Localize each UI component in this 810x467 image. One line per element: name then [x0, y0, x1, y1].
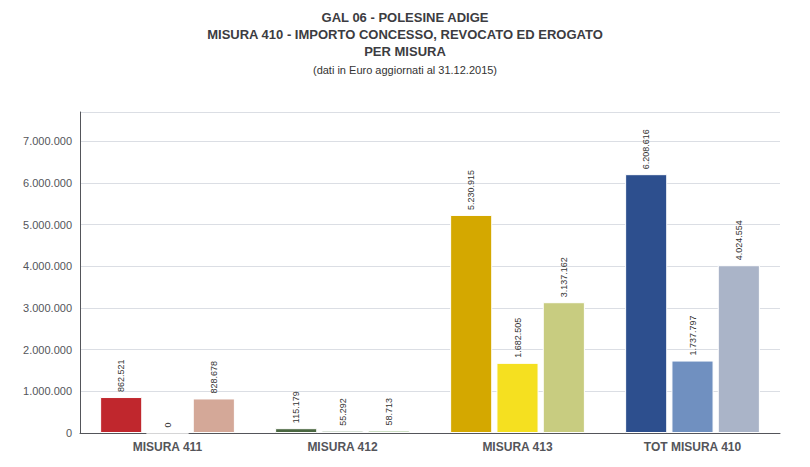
svg-text:(dati in Euro aggiornati al 31: (dati in Euro aggiornati al 31.12.2015)	[313, 64, 497, 76]
svg-text:MISURA 412: MISURA 412	[307, 440, 378, 454]
svg-text:1.682.505: 1.682.505	[513, 318, 523, 358]
svg-text:TOT MISURA 410: TOT MISURA 410	[644, 440, 742, 454]
svg-text:1.000.000: 1.000.000	[23, 385, 72, 397]
svg-text:828.678: 828.678	[209, 361, 219, 394]
svg-text:115.179: 115.179	[291, 391, 301, 423]
svg-text:GAL 06 - POLESINE ADIGE: GAL 06 - POLESINE ADIGE	[322, 10, 489, 25]
svg-text:7.000.000: 7.000.000	[23, 135, 72, 147]
svg-text:4.024.554: 4.024.554	[734, 220, 744, 260]
svg-text:MISURA 413: MISURA 413	[482, 440, 553, 454]
svg-text:5.000.000: 5.000.000	[23, 219, 72, 231]
svg-text:MISURA 410 - IMPORTO CONCESSO,: MISURA 410 - IMPORTO CONCESSO, REVOCATO …	[207, 27, 603, 42]
svg-text:6.000.000: 6.000.000	[23, 177, 72, 189]
svg-text:3.000.000: 3.000.000	[23, 302, 72, 314]
svg-text:0: 0	[66, 427, 72, 439]
svg-text:5.230.915: 5.230.915	[466, 170, 476, 210]
svg-text:1.737.797: 1.737.797	[688, 316, 698, 356]
svg-text:0: 0	[163, 422, 173, 427]
svg-text:4.000.000: 4.000.000	[23, 260, 72, 272]
svg-text:862.521: 862.521	[116, 359, 126, 392]
svg-text:2.000.000: 2.000.000	[23, 344, 72, 356]
svg-text:3.137.162: 3.137.162	[559, 257, 569, 297]
svg-text:6.208.616: 6.208.616	[641, 129, 651, 169]
svg-text:MISURA 411: MISURA 411	[133, 440, 203, 454]
svg-text:58.713: 58.713	[384, 398, 394, 426]
svg-text:55.292: 55.292	[338, 398, 348, 426]
svg-text:PER MISURA: PER MISURA	[364, 44, 446, 59]
